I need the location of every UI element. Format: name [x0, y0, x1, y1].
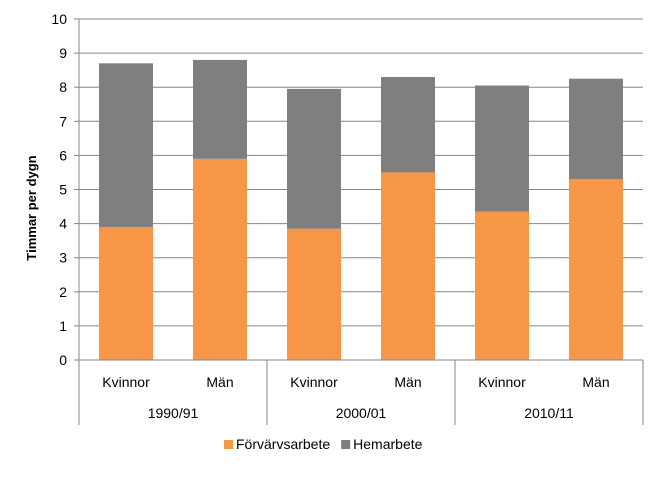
bar-segment-hemarbete: [569, 78, 623, 180]
y-tick-label: 6: [59, 147, 67, 163]
legend-swatch: [341, 440, 351, 449]
legend-label: Förvärvsarbete: [236, 436, 330, 452]
y-tick-label: 2: [59, 284, 67, 300]
category-label: Kvinnor: [478, 374, 526, 390]
category-label: Män: [206, 374, 233, 390]
bar-segment-förvärvsarbete: [381, 172, 435, 360]
bar-segment-hemarbete: [381, 76, 435, 173]
group-label: 1990/91: [148, 405, 199, 421]
y-tick-label: 9: [59, 45, 67, 61]
y-axis-label: Timmar per dygn: [24, 155, 39, 260]
bar-segment-hemarbete: [475, 85, 529, 212]
bar-segment-förvärvsarbete: [287, 228, 341, 360]
y-tick-label: 7: [59, 113, 67, 129]
bar-segment-hemarbete: [287, 88, 341, 229]
category-labels: Kvinnor Män 1990/91 Kvinnor Män 2000/01 Kvinno…: [102, 374, 609, 421]
legend-label: Hemarbete: [353, 436, 422, 452]
y-tick-label: 1: [59, 318, 67, 334]
category-label: Kvinnor: [102, 374, 150, 390]
y-tick-label: 3: [59, 250, 67, 266]
y-tick-label: 4: [59, 216, 67, 232]
bar-segment-förvärvsarbete: [99, 227, 153, 360]
y-tick-label: 0: [59, 352, 67, 368]
bar-segment-hemarbete: [99, 63, 153, 228]
gridlines: [79, 18, 643, 327]
category-label: Män: [394, 374, 421, 390]
y-tick-label: 8: [59, 79, 67, 95]
y-tick-labels: 0 1 2 3 4 5 6 7 8 9 10: [51, 11, 67, 368]
bar-segment-förvärvsarbete: [193, 158, 247, 360]
axes: [74, 18, 644, 425]
y-tick-label: 5: [59, 182, 67, 198]
bars: [99, 59, 623, 360]
bar-segment-hemarbete: [193, 59, 247, 159]
bar-segment-förvärvsarbete: [475, 211, 529, 360]
category-label: Män: [582, 374, 609, 390]
bar-segment-förvärvsarbete: [569, 179, 623, 360]
group-label: 2000/01: [336, 405, 387, 421]
legend-swatch: [224, 440, 233, 449]
y-tick-label: 10: [51, 11, 67, 27]
category-label: Kvinnor: [290, 374, 338, 390]
legend: Förvärvsarbete Hemarbete: [224, 436, 423, 452]
group-label: 2010/11: [524, 405, 574, 421]
